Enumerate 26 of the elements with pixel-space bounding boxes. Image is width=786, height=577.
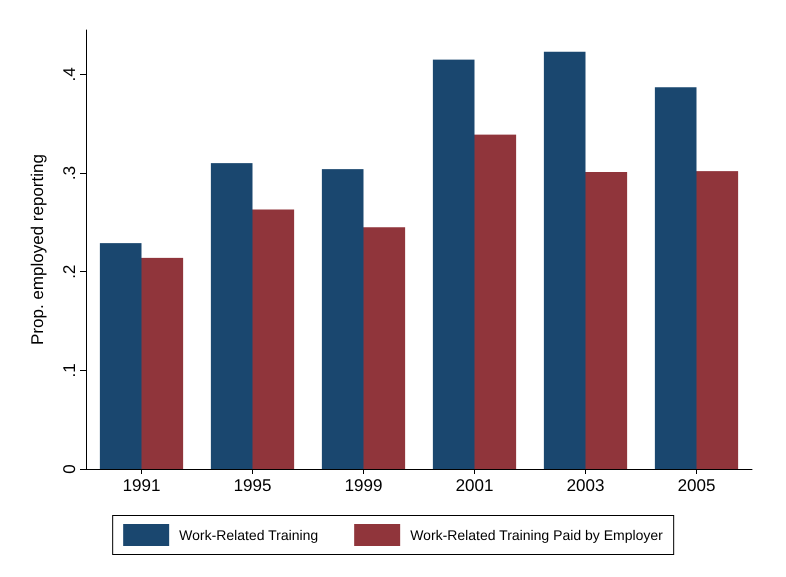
bar: [544, 52, 586, 469]
bar: [432, 60, 474, 469]
bar: [252, 210, 294, 469]
bar: [142, 258, 184, 469]
y-tick-label: .2: [60, 264, 79, 279]
y-tick-label: .1: [60, 363, 79, 378]
x-tick-label: 1991: [122, 476, 160, 495]
legend-label: Work-Related Training Paid by Employer: [410, 527, 663, 543]
y-tick-label: .3: [60, 166, 79, 180]
x-tick-label: 1999: [344, 476, 382, 495]
y-tick-label: 0: [60, 464, 79, 474]
legend-label: Work-Related Training: [179, 527, 318, 543]
x-tick-label: 2005: [678, 476, 716, 495]
bar: [474, 134, 516, 469]
bar: [586, 172, 628, 469]
bar: [210, 163, 252, 469]
bar: [696, 171, 738, 469]
bar: [100, 243, 142, 469]
bar: [364, 227, 406, 469]
bar: [654, 87, 696, 469]
x-tick-label: 1995: [234, 476, 272, 495]
y-tick-label: .4: [60, 67, 79, 82]
x-tick-label: 2001: [456, 476, 494, 495]
x-tick-label: 2003: [566, 476, 604, 495]
bar: [322, 169, 364, 469]
y-axis-title: Prop. employed reporting: [28, 154, 47, 345]
